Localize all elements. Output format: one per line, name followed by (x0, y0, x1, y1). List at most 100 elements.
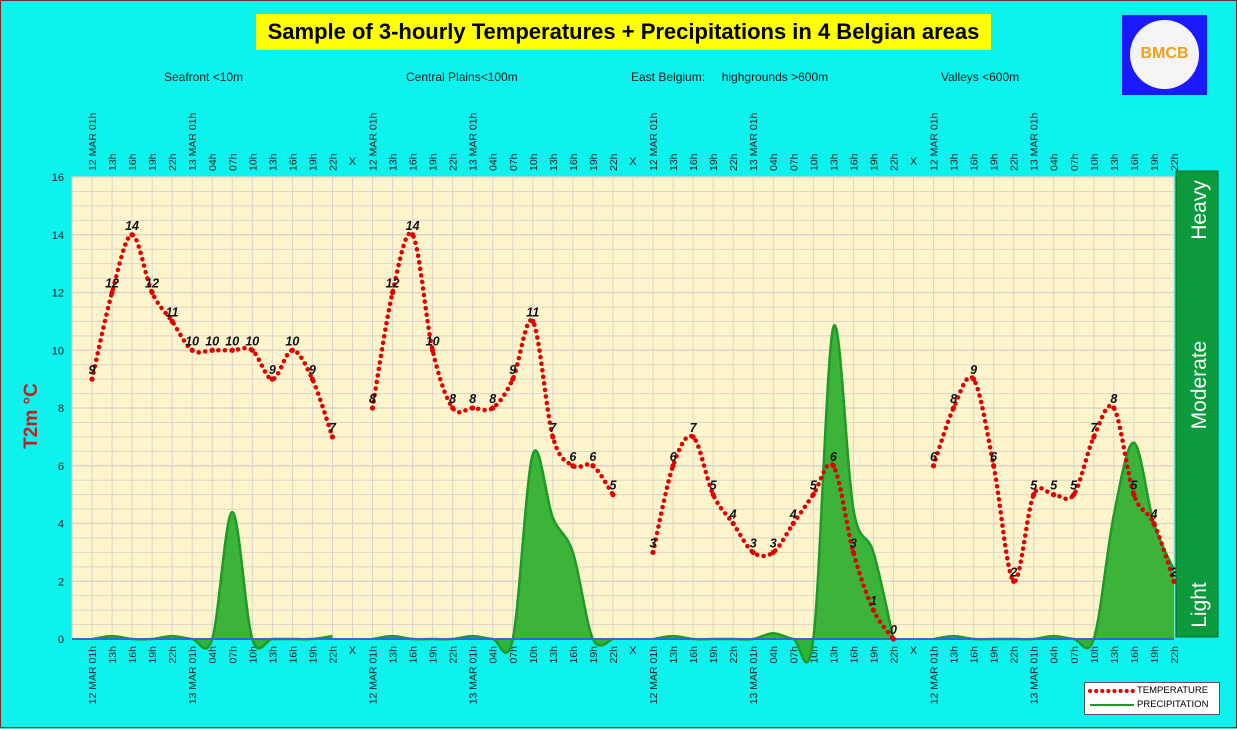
temperature-point (750, 549, 756, 555)
temperature-point (109, 289, 115, 296)
x-tick-label-bottom: 19h (588, 646, 600, 664)
temperature-data-label: 7 (329, 421, 337, 435)
x-tick-label-top: 22h (327, 153, 339, 171)
x-tick-label-bottom: 04h (207, 646, 219, 664)
temperature-data-label: 7 (549, 421, 557, 435)
temperature-point (530, 318, 536, 324)
x-tick-label-bottom: 07h (788, 646, 800, 664)
x-tick-label-top: 13h (949, 153, 961, 171)
temperature-point (1091, 434, 1097, 440)
x-tick-label-separator: X (349, 156, 357, 168)
x-tick-label-separator: X (910, 645, 918, 657)
x-tick-label-bottom: 13h (548, 646, 560, 664)
temperature-point (850, 549, 856, 555)
y-tick-label: 0 (58, 634, 64, 646)
x-tick-label-top: 13h (828, 153, 840, 171)
temperature-point (890, 636, 897, 642)
x-tick-label-top: 13 MAR 01h (468, 112, 480, 171)
y-tick-label: 12 (52, 288, 64, 300)
x-tick-label-top: 13h (668, 153, 680, 171)
temperature-data-label: 6 (990, 450, 998, 464)
temperature-point (209, 347, 215, 353)
x-tick-label-bottom: 12 MAR 01h (929, 646, 941, 705)
x-tick-label-top: 22h (888, 153, 900, 171)
temperature-data-label: 2 (1009, 565, 1017, 579)
x-tick-label-top: 19h (868, 153, 880, 171)
x-tick-label-bottom: 04h (1049, 646, 1061, 664)
temperature-data-label: 6 (569, 450, 577, 464)
temperature-point (690, 434, 696, 440)
x-tick-label-top: 04h (768, 153, 780, 171)
temperature-data-label: 14 (406, 219, 420, 233)
x-tick-label-top: 04h (1049, 153, 1061, 171)
precipitation-scale-label-light: Light (1188, 582, 1211, 628)
temperature-point (610, 492, 616, 498)
legend-item-temperature: TEMPERATURE (1085, 684, 1219, 698)
x-tick-label-bottom: 04h (488, 646, 500, 664)
x-tick-label-top: 12 MAR 01h (648, 112, 660, 171)
x-tick-label-top: 13 MAR 01h (187, 112, 199, 171)
x-tick-label-top: 16h (848, 153, 860, 171)
temperature-point (971, 376, 977, 382)
temperature-data-label: 4 (1149, 508, 1157, 522)
temperature-point (810, 492, 816, 498)
chart-title: Sample of 3-hourly Temperatures + Precip… (256, 14, 991, 50)
x-tick-label-bottom: 22h (448, 646, 460, 664)
x-tick-label-top: 13h (548, 153, 560, 171)
temperature-data-label: 5 (1050, 479, 1058, 493)
x-tick-label-top: 07h (1069, 153, 1081, 171)
x-tick-label-bottom: 12 MAR 01h (368, 646, 380, 705)
temperature-data-label: 10 (245, 334, 259, 348)
x-tick-label-bottom: 13h (267, 646, 279, 664)
temperature-data-label: 6 (670, 450, 678, 464)
temperature-point (169, 318, 175, 324)
temperature-point (129, 232, 135, 238)
x-tick-label-bottom: 10h (1089, 646, 1101, 664)
temperature-data-label: 10 (225, 334, 239, 348)
x-tick-label-bottom: 22h (327, 646, 339, 664)
temperature-point (930, 463, 937, 469)
x-tick-label-bottom: 16h (848, 646, 860, 664)
temperature-data-label: 12 (386, 277, 400, 291)
x-tick-label-top: 22h (167, 153, 179, 171)
x-tick-label-bottom: 19h (1149, 646, 1161, 664)
x-tick-label-top: 16h (969, 153, 981, 171)
x-tick-label-top: 13 MAR 01h (748, 112, 760, 171)
temperature-data-label: 3 (750, 536, 757, 550)
x-tick-label-top: 10h (808, 153, 820, 171)
temperature-data-label: 8 (950, 392, 957, 406)
x-tick-label-top: 22h (728, 153, 740, 171)
legend-item-precipitation: PRECIPITATION (1085, 698, 1219, 712)
y-tick-label: 10 (52, 345, 64, 357)
temperature-data-label: 6 (830, 450, 838, 464)
temperature-point (770, 549, 776, 555)
precipitation-scale: Light Moderate Heavy (1175, 170, 1219, 638)
x-tick-label-bottom: 19h (868, 646, 880, 664)
temperature-data-label: 9 (970, 363, 977, 377)
x-tick-label-bottom: 07h (508, 646, 520, 664)
x-tick-label-bottom: 16h (408, 646, 420, 664)
y-tick-label: 16 (52, 172, 64, 184)
x-tick-label-top: 22h (1169, 153, 1181, 171)
x-tick-label-bottom: 22h (888, 646, 900, 664)
x-tick-label-separator: X (629, 645, 637, 657)
x-tick-label-bottom: 16h (127, 646, 139, 664)
temperature-data-label: 14 (125, 219, 139, 233)
temperature-point (870, 607, 877, 613)
temperature-point (650, 549, 656, 555)
x-tick-label-top: 13h (267, 153, 279, 171)
temperature-point (1111, 405, 1117, 411)
temperature-data-label: 5 (1130, 479, 1138, 493)
temperature-data-label: 10 (205, 334, 219, 348)
temperature-point (470, 405, 476, 411)
temperature-point (369, 405, 376, 411)
x-tick-label-bottom: 04h (768, 646, 780, 664)
temperature-data-label: 6 (930, 450, 938, 464)
temperature-point (1171, 578, 1177, 584)
y-tick-label: 14 (52, 230, 64, 242)
x-tick-label-bottom: 13 MAR 01h (468, 646, 480, 705)
temperature-data-label: 3 (850, 536, 857, 550)
temperature-point (730, 520, 736, 527)
legend: TEMPERATURE PRECIPITATION (1084, 682, 1220, 715)
